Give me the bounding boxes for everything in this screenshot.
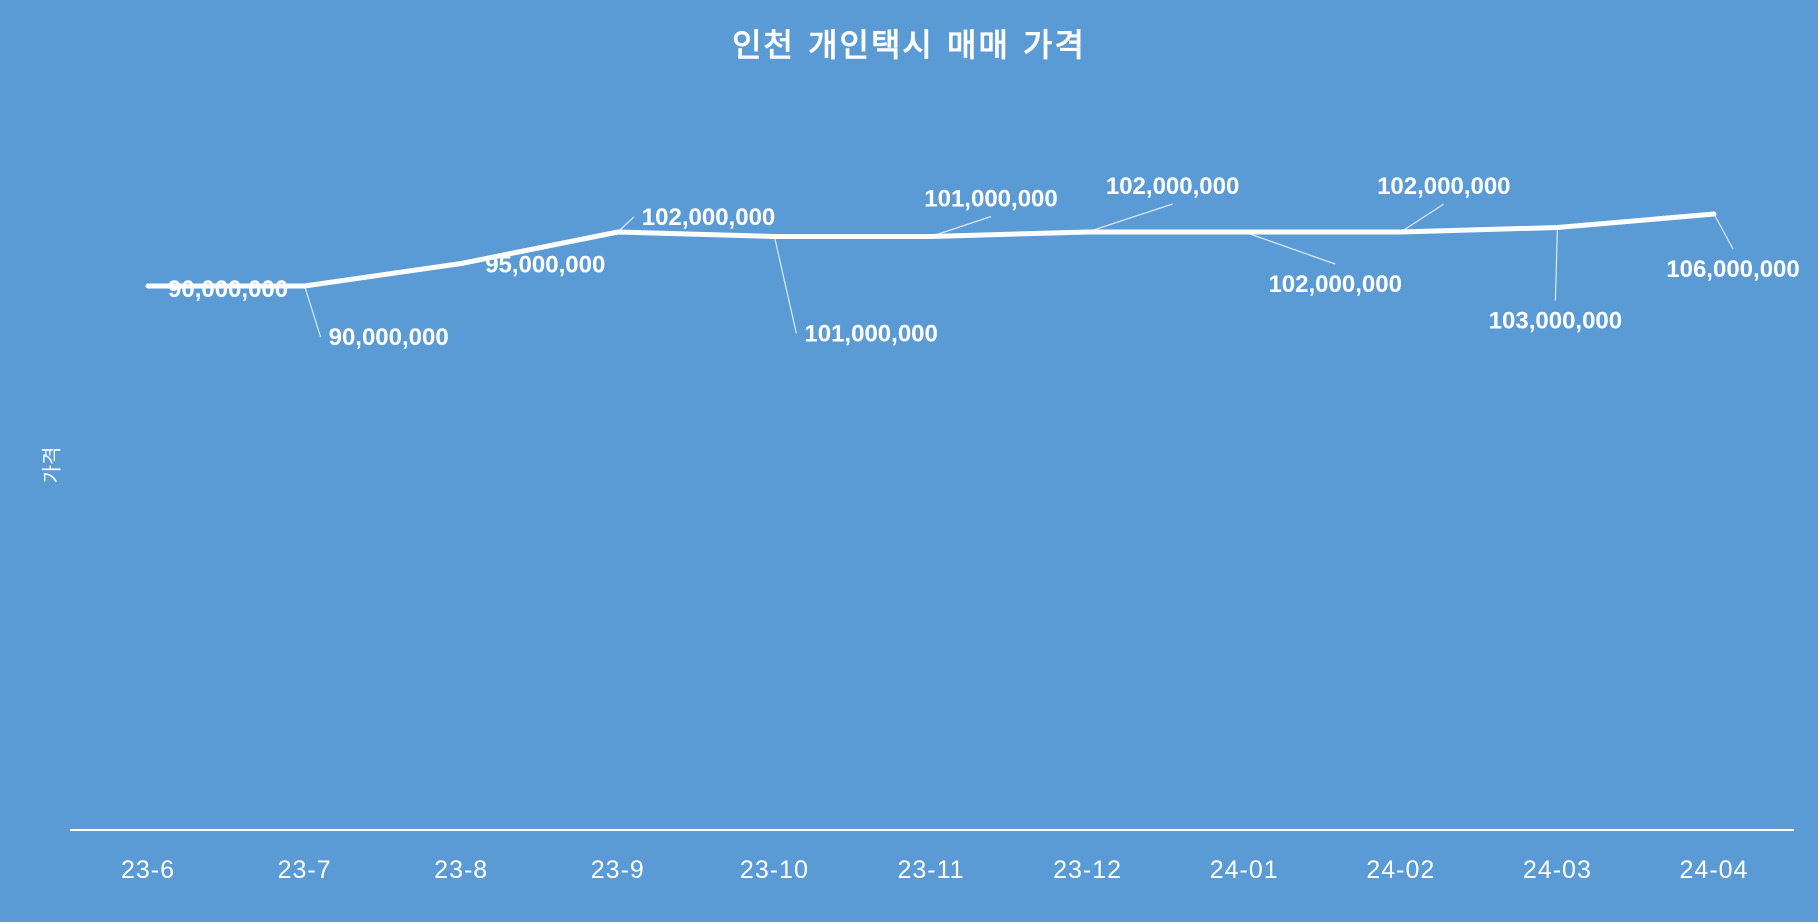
data-label: 103,000,000 bbox=[1489, 307, 1622, 334]
data-label: 102,000,000 bbox=[1106, 173, 1239, 200]
x-tick-label: 24-03 bbox=[1523, 856, 1592, 884]
chart-title: 인천 개인택시 매매 가격 bbox=[732, 26, 1086, 64]
x-tick-label: 23-6 bbox=[121, 856, 175, 884]
x-tick-label: 23-8 bbox=[434, 856, 488, 884]
x-tick-label: 23-10 bbox=[740, 856, 809, 884]
data-label-leader bbox=[1554, 227, 1558, 301]
data-label-leader bbox=[1087, 203, 1173, 233]
data-label: 101,000,000 bbox=[804, 320, 937, 347]
data-label: 106,000,000 bbox=[1666, 256, 1799, 283]
data-label: 90,000,000 bbox=[168, 276, 288, 303]
data-label-leader bbox=[1713, 213, 1734, 250]
data-label: 101,000,000 bbox=[924, 185, 1057, 212]
data-label-leader bbox=[930, 215, 992, 238]
data-label: 90,000,000 bbox=[329, 324, 449, 351]
x-tick-label: 24-02 bbox=[1366, 856, 1435, 884]
x-tick-label: 24-04 bbox=[1680, 856, 1749, 884]
x-tick-label: 23-9 bbox=[591, 856, 645, 884]
data-label-leader bbox=[617, 216, 635, 233]
series-line bbox=[145, 211, 1717, 289]
data-label-leader bbox=[773, 236, 797, 334]
data-label: 102,000,000 bbox=[642, 204, 775, 231]
data-label-leader bbox=[304, 285, 322, 338]
data-label: 102,000,000 bbox=[1377, 173, 1510, 200]
data-label: 95,000,000 bbox=[485, 251, 605, 278]
data-label-leader bbox=[1244, 231, 1336, 265]
x-tick-label: 23-7 bbox=[278, 856, 332, 884]
data-label: 102,000,000 bbox=[1268, 271, 1401, 298]
x-tick-label: 24-01 bbox=[1210, 856, 1279, 884]
x-tick-label: 23-12 bbox=[1053, 856, 1122, 884]
x-tick-label: 23-11 bbox=[897, 856, 964, 884]
data-label-leader bbox=[1400, 203, 1445, 233]
